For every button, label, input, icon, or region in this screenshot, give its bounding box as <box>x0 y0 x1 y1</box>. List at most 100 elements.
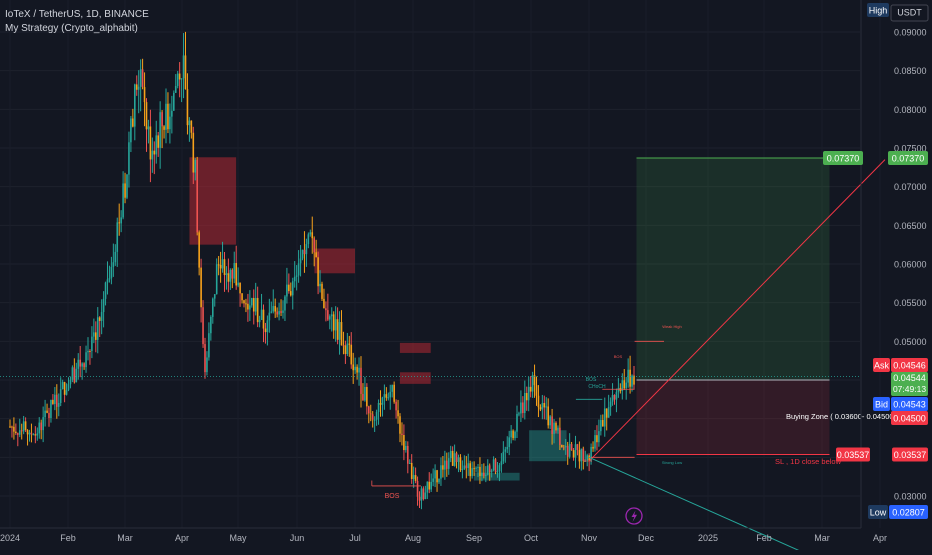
candle-body <box>106 279 109 283</box>
candle-body <box>535 385 538 396</box>
candle-body <box>605 408 608 418</box>
candle-body <box>315 252 317 258</box>
candle-body <box>623 380 626 389</box>
time-axis[interactable]: 2024 Feb Mar Apr May Jun Jul Aug Sep Oct Nov Dec 202… <box>0 527 887 543</box>
candle-body <box>490 470 493 472</box>
candle-body <box>151 150 154 160</box>
target-chart-tag-bg <box>823 151 863 166</box>
candle-body <box>239 282 241 294</box>
candle-body <box>344 345 347 355</box>
candle-body <box>407 445 409 464</box>
weak-high-label: Weak High <box>662 324 682 329</box>
candle-body <box>83 363 85 368</box>
low-value: 0.02807 <box>892 508 925 518</box>
candle-body <box>447 458 450 469</box>
candle-body <box>541 402 544 410</box>
candle-body <box>596 435 598 443</box>
candle-body <box>93 332 95 337</box>
candle-body <box>301 249 304 259</box>
candle-body <box>479 466 481 476</box>
candle-body <box>251 298 253 306</box>
candle-body <box>202 307 204 345</box>
candle-body <box>174 85 177 93</box>
loss-zone <box>636 380 830 455</box>
candle-body <box>524 392 526 413</box>
candle-body <box>461 468 464 470</box>
x-tick-label: May <box>229 533 247 543</box>
y-tick-label: 0.07500 <box>894 144 927 154</box>
candle-body <box>284 296 286 311</box>
candle-body <box>434 470 436 479</box>
x-tick-label: Feb <box>60 533 76 543</box>
low-label-bg <box>868 505 888 519</box>
x-tick-label: Sep <box>466 533 482 543</box>
candle-body <box>486 465 489 475</box>
candle-body <box>358 367 360 373</box>
candle-body <box>290 291 292 296</box>
candle-body <box>529 386 532 392</box>
candle-body <box>508 437 510 448</box>
candle-body <box>572 450 575 458</box>
candle-body <box>135 84 138 90</box>
candle-body <box>401 433 403 436</box>
candle-body <box>56 394 58 407</box>
candle-body <box>545 406 548 408</box>
bid-label: Bid <box>875 400 888 410</box>
candle-body <box>102 298 105 313</box>
candle-body <box>132 118 134 127</box>
candle-body <box>11 426 13 428</box>
candle-body <box>516 413 518 432</box>
candle-body <box>557 427 559 431</box>
candle-body <box>418 496 421 501</box>
candle-body <box>71 367 74 380</box>
candle-body <box>568 444 571 457</box>
candle-body <box>329 316 331 320</box>
candle-body <box>247 303 249 310</box>
candle-body <box>50 399 52 419</box>
candle-body <box>268 312 271 321</box>
x-tick-label: Oct <box>524 533 539 543</box>
strategy-title[interactable]: My Strategy (Crypto_alphabit) <box>5 23 138 34</box>
candle-body <box>471 468 473 477</box>
candle-body <box>561 444 563 448</box>
candle-body <box>87 350 89 353</box>
candle-body <box>118 222 120 224</box>
candle-body <box>227 273 230 282</box>
candle-body <box>249 305 251 310</box>
candle-body <box>190 120 193 133</box>
y-tick-label: 0.03000 <box>894 492 927 502</box>
candle-body <box>387 397 390 399</box>
candle-body <box>208 333 210 358</box>
candle-body <box>449 450 452 459</box>
candle-body <box>498 465 501 472</box>
candle-body <box>440 465 442 479</box>
candle-body <box>475 467 477 469</box>
candle-body <box>428 481 431 490</box>
long-position-tool[interactable] <box>636 157 830 455</box>
candle-body <box>262 309 265 329</box>
candle-body <box>313 238 315 253</box>
candle-body <box>225 273 228 276</box>
candle-body <box>217 264 220 266</box>
y-tick-label: 0.08000 <box>894 105 927 115</box>
candle-body <box>299 258 302 264</box>
candle-body <box>178 73 181 80</box>
candle-body <box>54 394 56 404</box>
candle-body <box>204 344 206 373</box>
candle-body <box>141 69 144 88</box>
flash-icon[interactable] <box>625 507 643 525</box>
candle-body <box>385 394 388 398</box>
candle-body <box>293 276 296 282</box>
candle-body <box>32 434 35 436</box>
low-value-bg <box>889 505 928 519</box>
supply-zone <box>399 372 431 384</box>
candle-body <box>617 387 620 393</box>
candle-body <box>116 222 119 252</box>
target-chart-tag: 0.07370 <box>827 154 860 164</box>
symbol-title[interactable]: IoTeX / TetherUS, 1D, BINANCE <box>5 9 149 20</box>
x-tick-label: Apr <box>175 533 189 543</box>
candle-body <box>182 55 185 79</box>
candle-body <box>282 310 284 313</box>
candle-body <box>291 281 294 296</box>
